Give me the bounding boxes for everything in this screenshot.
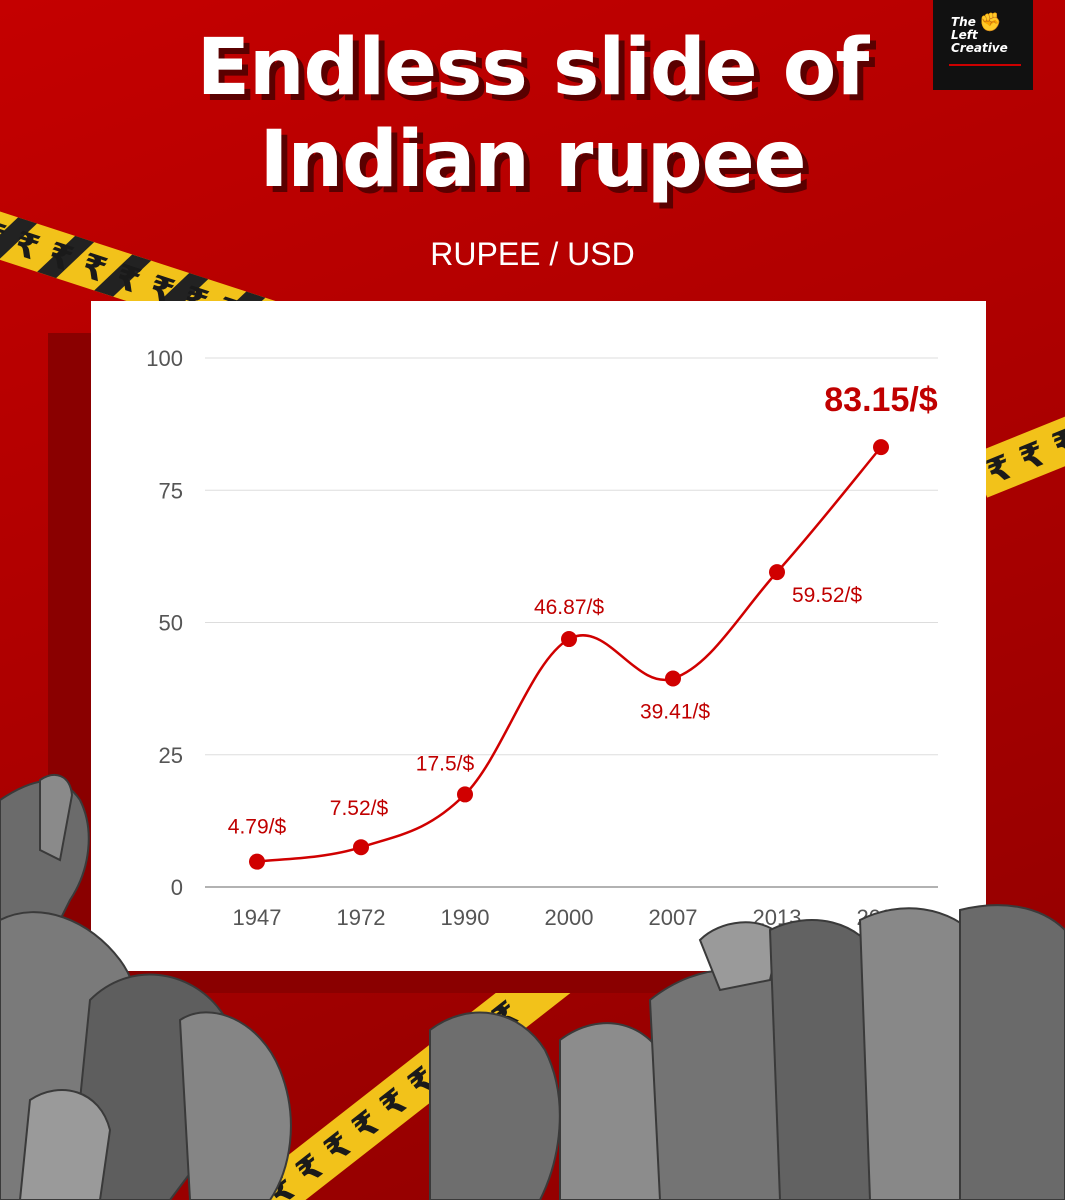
title-line-1: Endless slide of (196, 23, 870, 113)
title-line-2: Indian rupee (259, 115, 806, 205)
chart-card (91, 301, 986, 971)
y-tick-label: 25 (159, 743, 183, 768)
x-tick-label: 2007 (649, 905, 698, 930)
data-label: 7.52/$ (330, 797, 389, 820)
data-point (457, 786, 473, 803)
brand-logo: The Left Creative ✊ (933, 0, 1033, 90)
y-tick-label: 75 (159, 478, 183, 503)
y-tick-label: 50 (159, 611, 183, 636)
y-tick-label: 100 (146, 346, 183, 371)
x-tick-label: 1972 (337, 905, 386, 930)
x-tick-label: 1947 (233, 905, 282, 930)
fist-icon: ✊ (979, 12, 1002, 33)
data-point (873, 439, 889, 456)
data-point (353, 839, 369, 856)
data-point (249, 853, 265, 870)
logo-text-3: Creative (951, 41, 1008, 55)
logo-text-1: The (951, 15, 976, 29)
y-tick-label: 0 (171, 875, 183, 900)
data-label: 4.79/$ (228, 816, 287, 839)
logo-text-2: Left (951, 28, 978, 42)
page-title: Endless slide of Indian rupee (0, 22, 1065, 206)
data-label: 46.87/$ (534, 596, 604, 619)
logo-underline (949, 64, 1021, 66)
data-label: 59.52/$ (792, 584, 862, 607)
data-point (561, 631, 577, 648)
data-label: 83.15/$ (824, 381, 938, 419)
chart-subtitle: RUPEE / USD (430, 236, 635, 272)
x-tick-label: 1990 (441, 905, 490, 930)
data-label: 39.41/$ (640, 701, 710, 724)
data-point (769, 564, 785, 581)
x-tick-label: 2000 (545, 905, 594, 930)
data-label: 17.5/$ (416, 752, 475, 775)
data-point (665, 670, 681, 687)
